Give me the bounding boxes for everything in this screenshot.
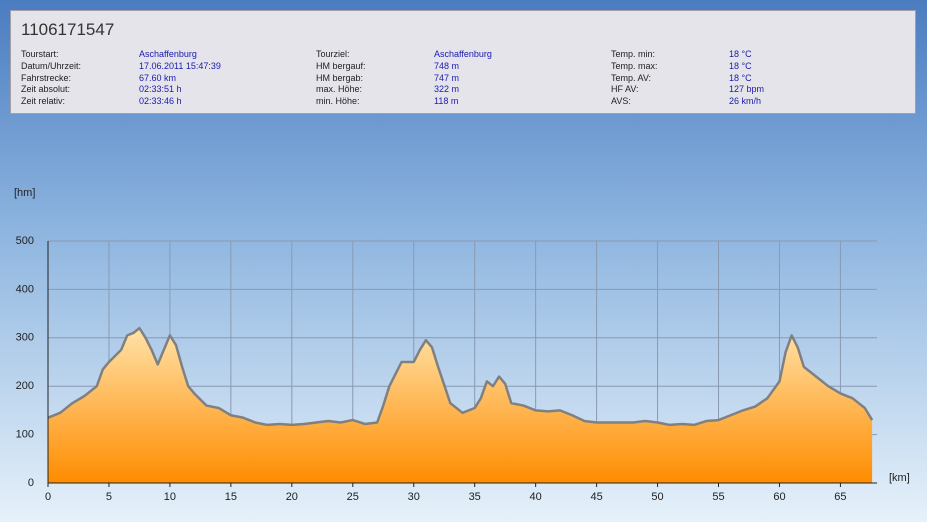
x-tick-label: 50 [651, 491, 663, 503]
field-value: 18 °C [729, 72, 752, 83]
field-value: 67.60 km [139, 72, 177, 83]
field-label: max. Höhe: [316, 84, 363, 95]
x-tick-label: 20 [286, 491, 298, 503]
field-value: 26 km/h [729, 96, 762, 107]
field-label: min. Höhe: [316, 96, 360, 107]
field-value: 747 m [434, 72, 460, 83]
field-value: 748 m [434, 60, 460, 71]
info-panel: 1106171547 Tourstart: Aschaffenburg Datum/… [10, 10, 916, 114]
field-value: Aschaffenburg [434, 49, 492, 59]
x-tick-label: 60 [773, 491, 785, 503]
field-label: Fahrstrecke: [21, 72, 72, 83]
field-value: 18 °C [729, 60, 752, 71]
field-label: Temp. min: [611, 49, 656, 59]
field-label: Datum/Uhrzeit: [21, 60, 82, 71]
elevation-line [47, 326, 874, 427]
y-tick-label: 200 [16, 380, 34, 392]
field-label: Temp. max: [611, 60, 658, 71]
field-value: 02:33:51 h [139, 84, 182, 95]
tour-title: 1106171547 [21, 20, 115, 39]
x-tick-label: 5 [106, 491, 112, 503]
y-tick-label: 300 [16, 332, 34, 344]
field-value: 127 bpm [729, 84, 765, 95]
field-value: 17.06.2011 15:47:39 [139, 60, 221, 71]
x-tick-label: 35 [469, 491, 481, 503]
x-tick-label: 55 [712, 491, 724, 503]
field-label: Zeit absolut: [21, 84, 71, 95]
y-axis-label: [hm] [14, 187, 35, 199]
x-tick-label: 40 [530, 491, 542, 503]
x-tick-label: 10 [164, 491, 176, 503]
y-tick-label: 100 [16, 429, 34, 441]
x-axis-label: [km] [889, 472, 910, 484]
x-tick-label: 25 [347, 491, 359, 503]
field-label: HM bergab: [316, 72, 364, 83]
field-value: Aschaffenburg [139, 49, 197, 59]
x-tick-label: 65 [834, 491, 846, 503]
y-tick-label: 0 [28, 477, 34, 489]
area-fill [48, 328, 873, 483]
field-label: HF AV: [611, 84, 639, 95]
field-value: 118 m [434, 96, 459, 107]
field-label: AVS: [611, 96, 631, 107]
field-value: 02:33:46 h [139, 96, 182, 107]
field-label: HM bergauf: [316, 60, 366, 71]
field-value: 322 m [434, 84, 460, 95]
x-tick-label: 30 [408, 491, 420, 503]
y-tick-label: 400 [16, 283, 34, 295]
y-tick-label: 500 [16, 235, 34, 247]
x-tick-label: 15 [225, 491, 237, 503]
x-tick-label: 45 [590, 491, 602, 503]
x-tick-label: 0 [45, 491, 51, 503]
field-label: Zeit relativ: [21, 96, 66, 107]
field-label: Temp. AV: [611, 72, 652, 83]
field-value: 18 °C [729, 49, 752, 59]
field-label: Tourziel: [316, 49, 350, 59]
field-label: Tourstart: [21, 49, 59, 59]
